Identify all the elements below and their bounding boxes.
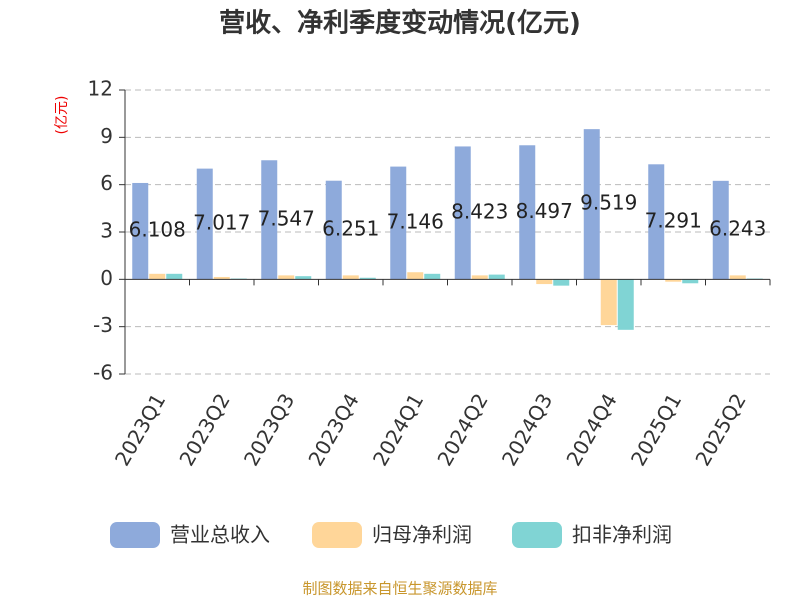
- y-tick-label: 3: [100, 219, 113, 243]
- bar: [213, 276, 230, 280]
- y-tick-label: -3: [93, 313, 113, 337]
- data-label: 7.146: [387, 209, 444, 233]
- y-tick-label: 9: [100, 124, 113, 148]
- data-label: 7.291: [645, 208, 702, 232]
- y-tick-label: 6: [100, 171, 113, 195]
- bar: [553, 279, 570, 286]
- x-tick-label: 2024Q2: [432, 389, 492, 470]
- bar: [682, 279, 699, 284]
- data-label: 8.423: [451, 199, 508, 223]
- bar: [648, 164, 665, 280]
- bar: [132, 182, 149, 280]
- bar: [166, 273, 183, 280]
- y-tick-label: 12: [88, 77, 113, 101]
- bar: [600, 279, 617, 326]
- bar: [359, 277, 376, 280]
- data-label: 6.243: [709, 217, 766, 241]
- x-tick-label: 2023Q3: [239, 389, 299, 470]
- x-tick-label: 2023Q4: [303, 389, 363, 470]
- legend-swatch: [110, 522, 160, 548]
- bar: [149, 273, 166, 280]
- bar: [407, 272, 424, 280]
- x-tick-label: 2025Q1: [626, 389, 686, 470]
- y-axis-unit: (亿元): [54, 96, 70, 135]
- legend-label: 归母净利润: [372, 523, 472, 547]
- data-label: 7.017: [193, 210, 250, 234]
- legend-label: 营业总收入: [170, 523, 270, 547]
- chart-title: 营收、净利季度变动情况(亿元): [219, 8, 581, 39]
- y-tick-label: -6: [93, 361, 113, 385]
- bar: [325, 180, 342, 280]
- legend-swatch: [312, 522, 362, 548]
- bar: [617, 279, 634, 330]
- bar: [278, 275, 295, 280]
- bar: [665, 279, 682, 282]
- bar: [536, 279, 553, 285]
- y-tick-label: 0: [100, 266, 113, 290]
- data-label: 9.519: [580, 191, 637, 215]
- bar: [519, 145, 536, 280]
- legend-swatch: [512, 522, 562, 548]
- source-note: 制图数据来自恒生聚源数据库: [302, 580, 497, 598]
- x-tick-label: 2024Q1: [368, 389, 428, 470]
- x-tick-label: 2023Q2: [174, 389, 234, 470]
- x-tick-label: 2023Q1: [110, 389, 170, 470]
- bar: [196, 168, 213, 280]
- data-label: 8.497: [516, 199, 573, 223]
- bar: [342, 275, 359, 280]
- bar: [390, 166, 407, 280]
- legend-label: 扣非净利润: [572, 523, 672, 547]
- x-tick-label: 2024Q3: [497, 389, 557, 470]
- x-tick-label: 2024Q4: [561, 389, 621, 470]
- bar: [471, 275, 488, 280]
- bar: [488, 274, 505, 280]
- data-label: 6.108: [129, 218, 186, 242]
- bar: [295, 276, 312, 280]
- bar: [424, 273, 441, 280]
- x-tick-label: 2025Q2: [690, 389, 750, 470]
- data-label: 6.251: [322, 217, 379, 241]
- bar: [583, 129, 600, 280]
- bar: [712, 180, 729, 280]
- bar: [729, 275, 746, 280]
- data-label: 7.547: [258, 206, 315, 230]
- bar: [454, 146, 471, 280]
- bar: [261, 160, 278, 280]
